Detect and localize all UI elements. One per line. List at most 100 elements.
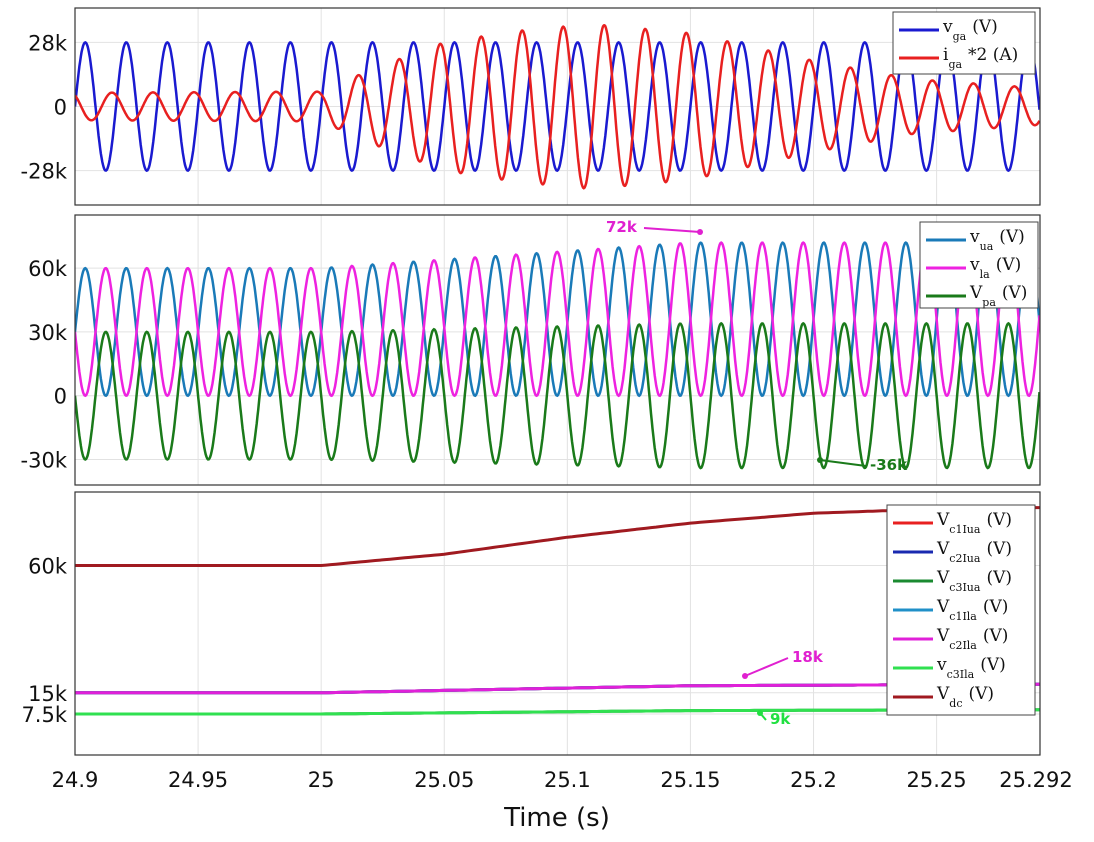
legend-subscript: ua (980, 240, 994, 253)
plot-border (74, 214, 1041, 486)
annotation-label: 72k (606, 218, 638, 236)
legend-subscript: c3Ila (947, 668, 975, 681)
annotation-label: 9k (770, 710, 791, 728)
annotation: 9k (757, 710, 791, 728)
legend-box (892, 11, 1036, 75)
legend: vga (V)iga *2 (A) (892, 11, 1036, 75)
legend-label: vla (V) (969, 255, 1021, 281)
legend-unit: (V) (986, 568, 1012, 588)
annotation-label: 18k (792, 648, 824, 666)
legend-item: Vc1Iua (V) (893, 510, 1012, 536)
series-line-vla (75, 241, 1040, 398)
legend-name: V (936, 568, 950, 588)
legend-label: vua (V) (969, 227, 1025, 253)
legend-label: vc3Ila (V) (936, 655, 1006, 681)
legend-subscript: la (980, 268, 991, 281)
legend-unit: (V) (996, 255, 1022, 275)
legend-label: Vc2Iua (V) (936, 539, 1012, 565)
y-tick-label: 28k (28, 31, 68, 55)
x-tick-label: 25.15 (660, 768, 720, 792)
legend-unit: (V) (972, 17, 998, 37)
x-tick-label: 25.1 (544, 768, 591, 792)
legend-label: Vc1Iua (V) (936, 510, 1012, 536)
legend-item: iga *2 (A) (899, 45, 1018, 71)
y-tick-label: 15k (28, 682, 68, 706)
legend-item: vc3Ila (V) (893, 655, 1006, 681)
legend-unit: (V) (968, 684, 994, 704)
legend-item: vga (V) (899, 17, 998, 43)
legend-label: Vdc (V) (936, 684, 994, 710)
y-tick-label: 0 (54, 96, 67, 120)
y-tick-label: -28k (21, 160, 68, 184)
legend-name: V (936, 684, 950, 704)
plot-border (74, 7, 1041, 206)
legend-box (919, 221, 1039, 309)
x-tick-label: 24.95 (168, 768, 228, 792)
legend-item: vla (V) (926, 255, 1021, 281)
legend-label: Vc3Iua (V) (936, 568, 1012, 594)
legend-item: Vc2Ila (V) (893, 626, 1008, 652)
arrow-head (697, 229, 703, 235)
legend-subscript: pa (982, 296, 996, 309)
legend-name: V (936, 539, 950, 559)
y-tick-label: 60k (28, 257, 68, 281)
annotation: -36k (817, 456, 908, 474)
plot-border (74, 491, 1041, 756)
legend-item: Vc1Ila (V) (893, 597, 1008, 623)
legend: Vc1Iua (V)Vc2Iua (V)Vc3Iua (V)Vc1Ila (V)Vc2I… (886, 504, 1036, 716)
legend-unit: (V) (983, 626, 1009, 646)
y-tick-label: 7.5k (21, 703, 67, 727)
annotation-arrow (643, 227, 701, 233)
legend-subscript: c3Iua (949, 581, 981, 594)
annotation: 72k (606, 218, 703, 236)
legend-item: Vdc (V) (893, 684, 994, 710)
legend-subscript: ga (953, 30, 967, 43)
x-tick-label: 25.2 (790, 768, 837, 792)
x-axis-label: Time (s) (503, 803, 610, 833)
y-tick-label: 30k (28, 321, 68, 345)
series-line-vc3Ila (75, 708, 1040, 716)
arrow-head (817, 457, 823, 463)
legend-subscript: c1Iua (949, 523, 981, 536)
legend-subscript: c2Ila (949, 639, 977, 652)
series-line-vga (75, 40, 1040, 173)
legend: vua (V)vla (V)Vpa (V) (919, 221, 1039, 309)
legend-subscript: c1Ila (949, 610, 977, 623)
series-line-Vdc (75, 506, 1040, 567)
legend-item: Vpa (V) (926, 283, 1027, 309)
legend-label: Vc1Ila (V) (936, 597, 1008, 623)
x-tick-label: 25.25 (907, 768, 967, 792)
legend-name: v (969, 255, 980, 275)
legend-unit: *2 (A) (968, 45, 1018, 65)
y-tick-label: 60k (28, 555, 68, 579)
legend-label: Vpa (V) (969, 283, 1027, 309)
series-line-Vpa (75, 321, 1040, 470)
legend-item: Vc3Iua (V) (893, 568, 1012, 594)
legend-subscript: ga (948, 58, 962, 71)
x-tick-label: 25.05 (414, 768, 474, 792)
legend-name: V (969, 283, 983, 303)
annotation: 18k (742, 648, 824, 679)
series-line-Vc2Ila (75, 682, 1040, 695)
legend-unit: (V) (986, 539, 1012, 559)
legend-label: vga (V) (942, 17, 998, 43)
series-line-iga (75, 23, 1040, 190)
legend-subscript: c2Iua (949, 552, 981, 565)
legend-item: Vc2Iua (V) (893, 539, 1012, 565)
x-tick-label: 25.292 (999, 768, 1072, 792)
legend-unit: (V) (999, 227, 1025, 247)
legend-unit: (V) (983, 597, 1009, 617)
legend-subscript: dc (949, 697, 962, 710)
annotation-label: -36k (870, 456, 908, 474)
arrow-head (757, 710, 763, 716)
y-tick-label: -30k (21, 448, 68, 472)
legend-name: i (943, 45, 949, 65)
legend-name: v (942, 17, 953, 37)
y-tick-label: 0 (54, 385, 67, 409)
legend-unit: (V) (986, 510, 1012, 530)
x-tick-label: 25 (308, 768, 335, 792)
legend-label: iga *2 (A) (943, 45, 1018, 71)
